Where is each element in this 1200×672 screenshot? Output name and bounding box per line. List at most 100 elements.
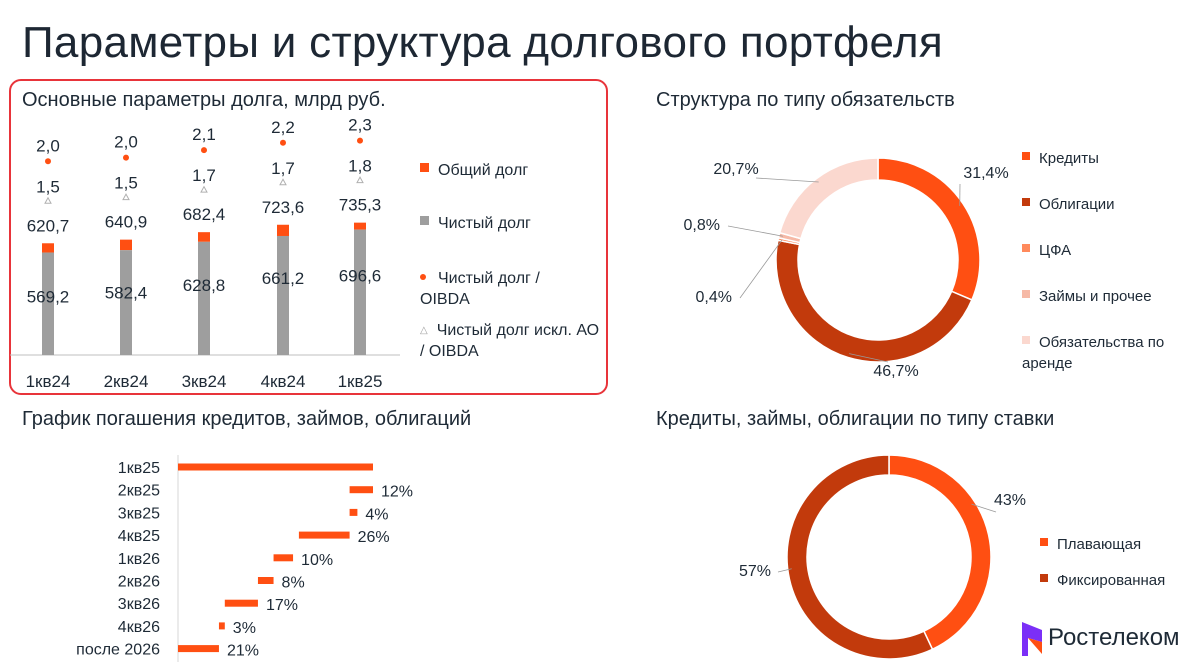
ratio-ex-ao-label: 1,7 <box>192 166 216 185</box>
net-debt-label: 696,6 <box>339 267 382 286</box>
repayment-value-label: 4% <box>365 506 388 523</box>
repayment-value-label: 8% <box>282 575 305 592</box>
legend-item-net-debt: Чистый долг <box>420 213 531 234</box>
repayment-value-label: 21% <box>227 643 259 660</box>
slice-value-label: 31,4% <box>963 165 1008 182</box>
repayment-bar <box>224 599 258 607</box>
total-debt-bar <box>198 232 210 242</box>
category-label: после 2026 <box>76 642 160 659</box>
ratio-oibda-label: 2,3 <box>348 116 372 135</box>
dot-icon <box>420 274 426 280</box>
slice-leader-line <box>755 177 819 183</box>
repayment-bar <box>218 622 225 630</box>
legend-label: Кредиты <box>1039 150 1099 167</box>
category-label: 2кв26 <box>118 574 160 591</box>
legend-label: Плавающая <box>1057 536 1142 553</box>
repayment-bar <box>349 486 373 494</box>
donut-slice <box>775 239 973 363</box>
category-label: 4кв25 <box>118 528 160 545</box>
bonds-swatch <box>1022 198 1030 206</box>
fixed-swatch <box>1040 574 1048 582</box>
page-title: Параметры и структура долгового портфеля <box>22 18 943 67</box>
total-debt-bar <box>277 224 289 236</box>
net-debt-swatch <box>420 216 429 225</box>
net-debt-label: 582,4 <box>105 284 148 303</box>
legend-item-floating: Плавающая <box>1040 534 1141 555</box>
legend-item-loans-other: Займы и прочее <box>1022 286 1152 307</box>
lease-swatch <box>1022 336 1030 344</box>
repayment-bar <box>298 531 350 539</box>
total-debt-bar <box>354 222 366 230</box>
rostelecom-logo: Ростелеком <box>1018 616 1188 660</box>
legend-item-bonds: Облигации <box>1022 194 1115 215</box>
total-debt-label: 723,6 <box>262 198 305 217</box>
rostelecom-logo-icon <box>1022 622 1042 656</box>
ratio-oibda-marker <box>201 147 207 154</box>
credits-swatch <box>1022 152 1030 160</box>
ratio-oibda-label: 2,0 <box>114 133 138 152</box>
total-debt-label: 682,4 <box>183 205 226 224</box>
slice-leader-line <box>777 568 792 573</box>
legend-item-net-debt-oibda: Чистый долг / OIBDA <box>420 268 590 310</box>
ratio-ex-ao-label: 1,5 <box>114 174 138 193</box>
total-debt-bar <box>120 239 132 251</box>
legend-item-total-debt: Общий долг <box>420 160 528 181</box>
repayment-bar <box>257 577 274 584</box>
legend-item-net-debt-ex-ao: △ Чистый долг искл. АО / OIBDA <box>420 320 600 362</box>
repayment-value-label: 10% <box>301 552 333 569</box>
total-debt-swatch <box>420 163 429 172</box>
ratio-oibda-label: 2,1 <box>192 125 216 144</box>
net-debt-label: 661,2 <box>262 269 305 288</box>
net-debt-label: 569,2 <box>27 287 70 306</box>
net-debt-bar <box>277 235 289 355</box>
ratio-ex-ao-label: 1,8 <box>348 157 372 176</box>
floating-swatch <box>1040 538 1048 546</box>
legend-label: Фиксированная <box>1057 572 1166 589</box>
category-label: 1кв26 <box>118 551 160 568</box>
ratio-ex-ao-marker <box>44 196 52 204</box>
total-debt-label: 640,9 <box>105 213 148 232</box>
legend-label: Облигации <box>1039 196 1115 213</box>
donut-slice <box>888 454 992 651</box>
repayment-bar <box>178 645 219 653</box>
legend-item-fixed: Фиксированная <box>1040 570 1165 591</box>
slice-leader-line <box>727 225 784 237</box>
donut-slice <box>778 157 879 240</box>
repayment-value-label: 3% <box>233 620 256 637</box>
repayment-schedule-chart: 1кв25 2кв25 12% 3кв25 4% 4кв25 26% 1кв26 10% 2кв2… <box>76 455 413 662</box>
slice-value-label: 43% <box>994 492 1026 509</box>
rate-type-title: Кредиты, займы, облигации по типу ставки <box>656 408 1055 430</box>
repayment-schedule-title: График погашения кредитов, займов, облиг… <box>22 408 472 430</box>
net-debt-label: 628,8 <box>183 276 226 295</box>
loans-other-swatch <box>1022 290 1030 298</box>
total-debt-bar <box>42 243 54 253</box>
repayment-value-label: 17% <box>266 597 298 614</box>
ratio-oibda-marker <box>45 158 51 165</box>
slice-leader-line <box>739 239 783 299</box>
category-label: 1кв25 <box>118 460 160 477</box>
total-debt-label: 735,3 <box>339 196 382 215</box>
legend-label: ЦФА <box>1039 242 1072 259</box>
category-label: 3кв26 <box>118 596 160 613</box>
x-tick-label: 1кв25 <box>338 372 383 391</box>
ratio-ex-ao-marker <box>279 178 287 186</box>
debt-params-chart: 569,2 620,7 1,5 2,0 1кв24 582,4 640,9 1,5 2,0 2кв… <box>10 116 400 391</box>
ratio-oibda-label: 2,0 <box>36 136 60 155</box>
repayment-value-label: 26% <box>358 529 390 546</box>
category-label: 4кв26 <box>118 619 160 636</box>
legend-label: Общий долг <box>438 162 529 179</box>
legend-label: Чистый долг <box>438 215 531 232</box>
highlight-frame <box>9 79 608 395</box>
repayment-value-label: 12% <box>381 484 413 501</box>
triangle-icon: △ <box>420 325 428 336</box>
slice-value-label: 0,8% <box>684 217 720 234</box>
ratio-ex-ao-marker <box>200 185 208 193</box>
legend-item-dfa: ЦФА <box>1022 240 1071 261</box>
ratio-oibda-marker <box>123 154 129 161</box>
legend-label: Займы и прочее <box>1039 288 1152 305</box>
slice-leader-line <box>971 503 997 513</box>
x-tick-label: 2кв24 <box>104 372 149 391</box>
liability-structure-donut: 31,4% 46,7% 0,4% 0,8% 20,7% <box>684 157 1009 380</box>
slice-value-label: 57% <box>739 563 771 580</box>
donut-slice <box>786 454 934 660</box>
